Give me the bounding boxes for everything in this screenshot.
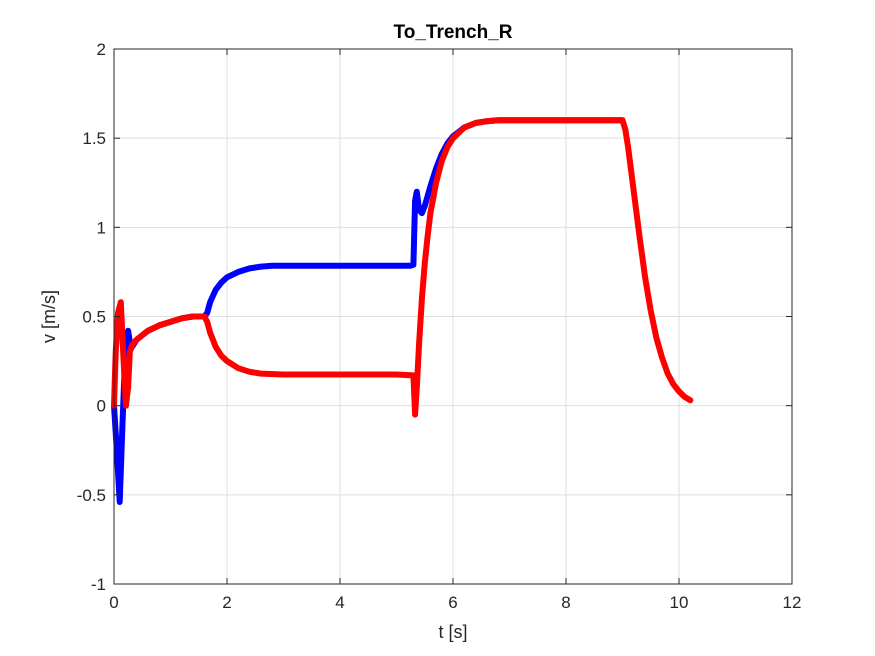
- y-tick-label: 1: [97, 218, 106, 237]
- series-line-2: [111, 117, 694, 418]
- x-tick-label: 12: [783, 593, 802, 612]
- x-tick-label: 2: [222, 593, 231, 612]
- y-tick-label: 2: [97, 40, 106, 59]
- y-axis-label: v [m/s]: [39, 290, 59, 343]
- x-tick-label: 6: [448, 593, 457, 612]
- y-tick-label: 1.5: [82, 129, 106, 148]
- chart-title: To_Trench_R: [394, 22, 513, 43]
- x-axis-label: t [s]: [438, 622, 467, 642]
- x-tick-label: 0: [109, 593, 118, 612]
- y-tick-label: 0: [97, 397, 106, 416]
- y-tick-label: -0.5: [77, 486, 106, 505]
- y-tick-label: -1: [91, 575, 106, 594]
- axes: 0 2 4 6 8 10 12 -1 -0.5 0 0.5 1 1.5 2: [77, 40, 802, 612]
- x-tick-label: 8: [561, 593, 570, 612]
- x-tick-label: 4: [335, 593, 344, 612]
- y-tick-label: 0.5: [82, 308, 106, 327]
- series-layer: [111, 117, 694, 505]
- x-tick-label: 10: [670, 593, 689, 612]
